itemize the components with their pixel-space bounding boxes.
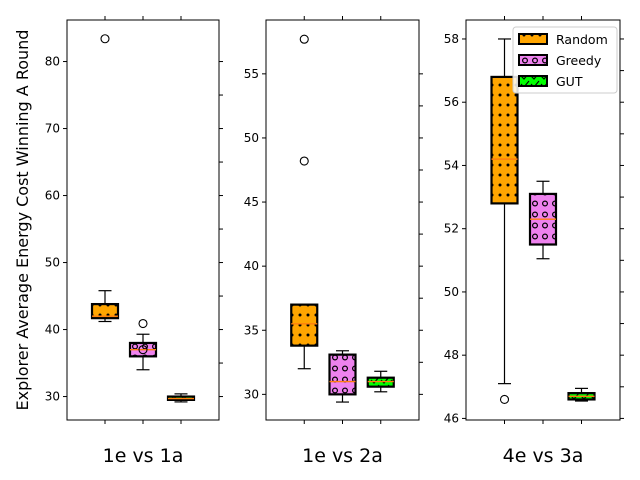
legend-swatch-hatch [519,34,547,44]
y-tick-label: 46 [444,411,459,425]
y-tick-label: 55 [244,67,259,81]
legend-swatch-outline [518,33,548,45]
box-random [90,34,120,323]
y-tick-label: 58 [444,32,459,46]
y-tick-label: 40 [45,323,60,337]
outlier-point [100,34,110,44]
legend-swatch-outline [518,54,548,66]
y-tick-label: 50 [444,285,459,299]
y-axis-label: Explorer Average Energy Cost Winning A R… [13,30,32,411]
outlier-point [499,394,510,404]
box-hatch [491,76,518,204]
box-outline [490,75,519,205]
box-greedy [128,318,158,371]
legend-label: Greedy [556,53,602,68]
y-tick-label: 50 [45,256,60,270]
x-category-label: 1e vs 1a [103,445,184,467]
box-greedy [328,350,357,403]
box-gut [567,387,596,402]
panel-2: 30 35 40 45 50 55 1e vs 2a [244,16,423,467]
outlier-point [299,156,309,166]
y-tick-label: 45 [244,195,259,209]
box-outline [290,303,319,347]
legend-swatch-outline [518,75,548,87]
y-tick-label: 60 [45,189,60,203]
y-tick-label: 50 [244,131,259,145]
legend-entry-gut: GUT [518,74,583,89]
box-hatch [92,304,118,319]
box-random [290,34,319,370]
legend-entry-random: Random [518,32,608,47]
box-gut [366,370,395,393]
y-tick-label: 30 [45,390,60,404]
box-hatch [329,354,356,395]
legend: Random Greedy GUT [512,26,618,94]
y-tick-label: 30 [244,387,259,401]
outlier-point [299,34,309,44]
y-tick-label: 70 [45,122,60,136]
panel-3: 46 48 50 52 54 56 58 4e vs 3a [444,16,624,467]
panel-1: 30 40 50 60 70 80 1e vs 1a [45,16,223,467]
y-tick-label: 35 [244,323,259,337]
y-tick-label: 80 [45,55,60,69]
x-category-label: 1e vs 2a [302,445,383,467]
box-hatch [291,304,318,346]
legend-swatch-hatch [519,76,547,86]
outlier-point [138,318,148,329]
x-category-label: 4e vs 3a [503,445,584,467]
legend-label: Random [556,32,608,47]
box-random [490,38,519,404]
y-tick-label: 40 [244,259,259,273]
legend-label: GUT [556,74,583,89]
box-outline [90,302,120,320]
box-outline [328,353,357,396]
box-gut [166,393,196,403]
panels: 30 40 50 60 70 80 1e vs 1a 30 35 40 45 50 55 1e vs 2a… [45,16,624,467]
y-tick-label: 56 [444,95,459,109]
box-greedy [528,180,558,260]
y-tick-label: 54 [444,158,459,172]
legend-swatch-hatch [519,55,547,65]
outlier-point [138,345,148,355]
y-tick-label: 48 [444,348,459,362]
legend-entry-greedy: Greedy [518,53,602,68]
y-tick-label: 52 [444,222,459,236]
